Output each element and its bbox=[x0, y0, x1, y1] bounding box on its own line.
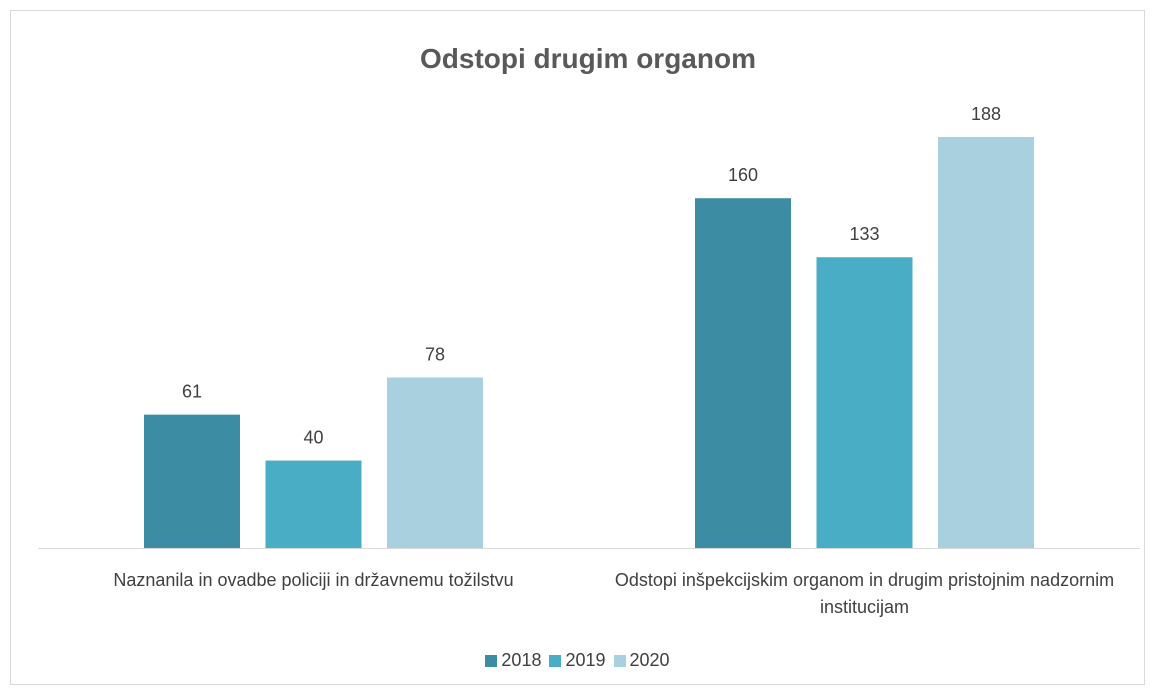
legend-item: 2019 bbox=[549, 650, 606, 671]
chart-title: Odstopi drugim organom bbox=[420, 43, 756, 74]
legend-swatch bbox=[613, 654, 626, 667]
data-label: 78 bbox=[425, 344, 445, 364]
data-label: 61 bbox=[182, 382, 202, 402]
bar bbox=[387, 377, 483, 548]
data-label: 133 bbox=[849, 224, 879, 244]
x-tick-label: Naznanila in ovadbe policiji in državnem… bbox=[113, 570, 514, 590]
legend: 2018 2019 2020 bbox=[0, 650, 1155, 671]
bar bbox=[938, 137, 1034, 548]
legend-label: 2019 bbox=[565, 650, 606, 670]
legend-label: 2018 bbox=[501, 650, 542, 670]
bar bbox=[695, 198, 791, 548]
legend-item: 2018 bbox=[485, 650, 541, 671]
bar bbox=[144, 414, 240, 548]
legend-label: 2020 bbox=[629, 650, 670, 670]
legend-swatch bbox=[549, 654, 562, 667]
bar bbox=[265, 460, 362, 548]
data-label: 40 bbox=[303, 428, 323, 448]
data-label: 160 bbox=[728, 165, 758, 185]
x-tick-label: Odstopi inšpekcijskim organom in drugim … bbox=[614, 570, 1115, 617]
legend-item: 2020 bbox=[613, 650, 670, 671]
data-label: 188 bbox=[971, 104, 1001, 124]
bar bbox=[816, 257, 913, 548]
legend-swatch bbox=[485, 654, 498, 667]
